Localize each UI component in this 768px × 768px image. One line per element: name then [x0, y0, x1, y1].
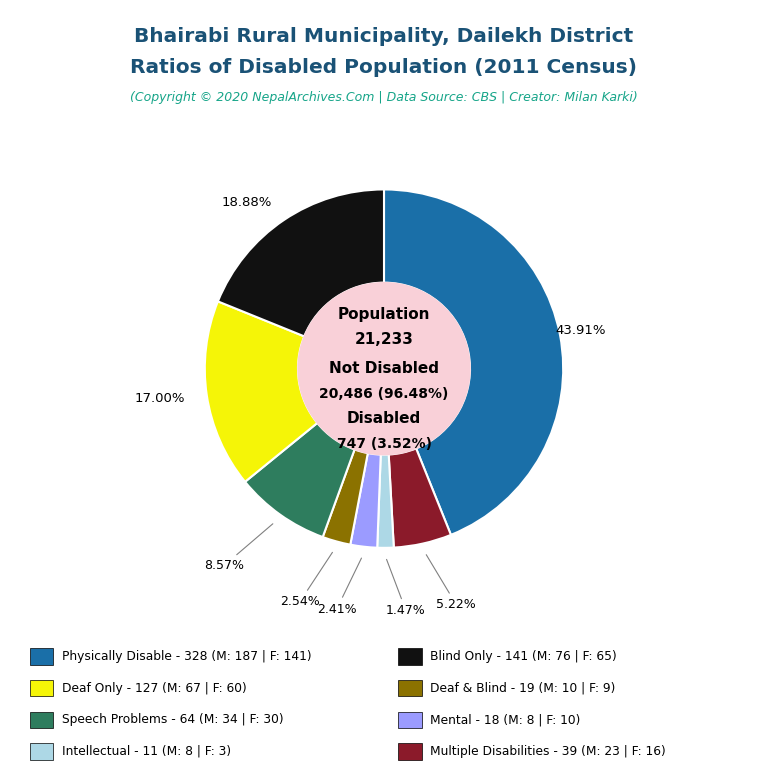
Bar — [30, 648, 53, 664]
Text: Intellectual - 11 (M: 8 | F: 3): Intellectual - 11 (M: 8 | F: 3) — [62, 745, 231, 758]
Text: 17.00%: 17.00% — [135, 392, 186, 405]
Bar — [399, 680, 422, 697]
Text: 21,233: 21,233 — [355, 333, 413, 347]
Wedge shape — [377, 455, 394, 548]
Wedge shape — [384, 190, 563, 535]
Text: 8.57%: 8.57% — [204, 524, 273, 572]
Text: Bhairabi Rural Municipality, Dailekh District: Bhairabi Rural Municipality, Dailekh Dis… — [134, 27, 634, 46]
Text: Disabled: Disabled — [347, 412, 421, 426]
Wedge shape — [205, 301, 317, 482]
Text: 747 (3.52%): 747 (3.52%) — [336, 437, 432, 451]
Text: Physically Disable - 328 (M: 187 | F: 141): Physically Disable - 328 (M: 187 | F: 14… — [62, 650, 312, 663]
Wedge shape — [389, 449, 451, 548]
Bar — [399, 743, 422, 760]
Text: 1.47%: 1.47% — [386, 559, 425, 617]
Bar — [30, 680, 53, 697]
Text: Deaf & Blind - 19 (M: 10 | F: 9): Deaf & Blind - 19 (M: 10 | F: 9) — [430, 681, 616, 694]
Text: Not Disabled: Not Disabled — [329, 361, 439, 376]
Text: 5.22%: 5.22% — [426, 554, 476, 611]
Wedge shape — [218, 190, 384, 336]
Text: Population: Population — [338, 307, 430, 323]
Text: Multiple Disabilities - 39 (M: 23 | F: 16): Multiple Disabilities - 39 (M: 23 | F: 1… — [430, 745, 666, 758]
Text: 43.91%: 43.91% — [556, 324, 606, 337]
Circle shape — [298, 283, 470, 455]
Text: 20,486 (96.48%): 20,486 (96.48%) — [319, 387, 449, 401]
Text: 18.88%: 18.88% — [221, 196, 272, 209]
Bar — [30, 743, 53, 760]
Text: 2.41%: 2.41% — [317, 558, 362, 615]
Bar — [399, 711, 422, 728]
Wedge shape — [350, 453, 381, 548]
Text: Deaf Only - 127 (M: 67 | F: 60): Deaf Only - 127 (M: 67 | F: 60) — [62, 681, 247, 694]
Wedge shape — [245, 423, 355, 537]
Text: (Copyright © 2020 NepalArchives.Com | Data Source: CBS | Creator: Milan Karki): (Copyright © 2020 NepalArchives.Com | Da… — [130, 91, 638, 104]
Text: Ratios of Disabled Population (2011 Census): Ratios of Disabled Population (2011 Cens… — [131, 58, 637, 77]
Text: Mental - 18 (M: 8 | F: 10): Mental - 18 (M: 8 | F: 10) — [430, 713, 581, 727]
Text: 2.54%: 2.54% — [280, 552, 333, 608]
Wedge shape — [323, 449, 368, 545]
Bar — [30, 711, 53, 728]
Bar — [399, 648, 422, 664]
Text: Speech Problems - 64 (M: 34 | F: 30): Speech Problems - 64 (M: 34 | F: 30) — [62, 713, 283, 727]
Text: Blind Only - 141 (M: 76 | F: 65): Blind Only - 141 (M: 76 | F: 65) — [430, 650, 617, 663]
